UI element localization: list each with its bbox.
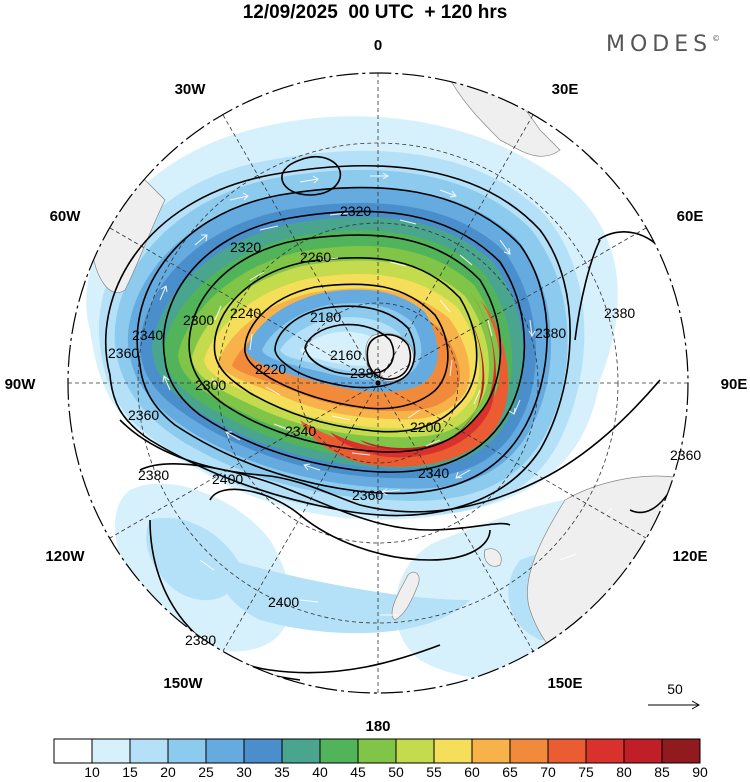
arrow-head-icon bbox=[691, 700, 701, 710]
south-pole-marker bbox=[375, 380, 381, 386]
colorbar-tick-label: 60 bbox=[464, 764, 480, 780]
lon-label-150e: 150E bbox=[547, 675, 582, 692]
lon-label-180: 180 bbox=[365, 718, 390, 735]
contour-label: 2340 bbox=[285, 423, 316, 439]
longitude-labels: 0 180 90W 90E 30W 60W 30E 60E 120W 150W … bbox=[5, 37, 748, 735]
map-boundary bbox=[67, 72, 689, 694]
colorbar-tick-label: 55 bbox=[426, 764, 442, 780]
tasmania-land bbox=[484, 548, 502, 567]
colorbar-tick-label: 90 bbox=[692, 764, 708, 780]
madagascar-land bbox=[589, 152, 619, 166]
contour-label: 2360 bbox=[352, 487, 383, 503]
lon-label-90w: 90W bbox=[5, 376, 37, 393]
colorbar-tick-label: 45 bbox=[350, 764, 366, 780]
colorbar-tick-label: 35 bbox=[274, 764, 290, 780]
colorbar-swatch bbox=[661, 738, 701, 764]
colorbar-tick-label: 20 bbox=[160, 764, 176, 780]
modes-logo: MODES© bbox=[606, 32, 720, 57]
colorbar-tick-label: 75 bbox=[578, 764, 594, 780]
colorbar-swatch bbox=[623, 738, 663, 764]
colorbar-swatch bbox=[53, 738, 93, 764]
contour-labels: 2320 2320 2260 2240 2300 2340 2360 2180 … bbox=[108, 203, 701, 648]
colorbar-swatch bbox=[91, 738, 131, 764]
lon-label-0: 0 bbox=[374, 37, 382, 54]
colorbar bbox=[53, 738, 701, 764]
lon-label-60w: 60W bbox=[50, 208, 82, 225]
polar-jet-map: 2320 2320 2260 2240 2300 2340 2360 2180 … bbox=[5, 37, 748, 735]
contour-label: 2300 bbox=[195, 377, 226, 393]
colorbar-labels: 10 15 20 25 30 35 40 45 50 55 60 65 70 75 80 85 90 bbox=[0, 764, 750, 782]
contour-label: 2200 bbox=[410, 419, 441, 435]
colorbar-tick-label: 10 bbox=[84, 764, 100, 780]
colorbar-swatch bbox=[281, 738, 321, 764]
map-title: 12/09/2025 00 UTC + 120 hrs bbox=[242, 2, 508, 23]
contour-label: 2260 bbox=[300, 249, 331, 265]
contour-label: 2380 bbox=[350, 365, 381, 381]
colorbar-swatch bbox=[471, 738, 511, 764]
contour-label: 2380 bbox=[138, 467, 169, 483]
contour-label: 2180 bbox=[310, 309, 341, 325]
lon-label-150w: 150W bbox=[163, 675, 203, 692]
colorbar-tick-label: 30 bbox=[236, 764, 252, 780]
contour-label: 2320 bbox=[230, 239, 261, 255]
lon-label-30e: 30E bbox=[552, 81, 579, 98]
contour-label: 2300 bbox=[183, 312, 214, 328]
contour-label: 2360 bbox=[128, 407, 159, 423]
contour-label: 2400 bbox=[268, 594, 299, 610]
colorbar-tick-label: 50 bbox=[388, 764, 404, 780]
new-zealand-land bbox=[391, 571, 420, 621]
wind-reference: 50 bbox=[648, 681, 701, 710]
colorbar-swatch bbox=[547, 738, 587, 764]
brand-text: MODES bbox=[606, 32, 713, 57]
colorbar-swatch bbox=[357, 738, 397, 764]
contour-label: 2380 bbox=[535, 325, 566, 341]
colorbar-tick-label: 25 bbox=[198, 764, 214, 780]
colorbar-tick-label: 40 bbox=[312, 764, 328, 780]
contour-label: 2380 bbox=[604, 305, 635, 321]
colorbar-tick-label: 80 bbox=[616, 764, 632, 780]
contour-label: 2360 bbox=[108, 345, 139, 361]
colorbar-swatch bbox=[585, 738, 625, 764]
copyright-mark: © bbox=[712, 34, 721, 43]
colorbar-tick-label: 15 bbox=[122, 764, 138, 780]
wind-reference-label: 50 bbox=[667, 681, 683, 697]
colorbar-swatch bbox=[243, 738, 283, 764]
wind-vectors bbox=[159, 172, 613, 616]
colorbar-swatch bbox=[509, 738, 549, 764]
lon-label-60e: 60E bbox=[677, 208, 704, 225]
contour-label: 2220 bbox=[255, 361, 286, 377]
colorbar-swatch bbox=[319, 738, 359, 764]
contour-label: 2240 bbox=[230, 305, 261, 321]
colorbar-tick-label: 85 bbox=[654, 764, 670, 780]
colorbar-tick-label: 70 bbox=[540, 764, 556, 780]
contour-label: 2160 bbox=[330, 347, 361, 363]
lon-label-120w: 120W bbox=[45, 548, 85, 565]
colorbar-swatch bbox=[433, 738, 473, 764]
lon-label-30w: 30W bbox=[175, 81, 207, 98]
contour-label: 2320 bbox=[340, 203, 371, 219]
contour-label: 2340 bbox=[132, 327, 163, 343]
contour-label: 2400 bbox=[212, 471, 243, 487]
colorbar-swatch bbox=[167, 738, 207, 764]
contour-label: 2380 bbox=[185, 632, 216, 648]
lon-label-120e: 120E bbox=[672, 548, 707, 565]
colorbar-swatch bbox=[395, 738, 435, 764]
contour-label: 2360 bbox=[670, 447, 701, 463]
colorbar-swatch bbox=[205, 738, 245, 764]
contour-label: 2340 bbox=[418, 465, 449, 481]
lon-label-90e: 90E bbox=[721, 376, 748, 393]
colorbar-tick-label: 65 bbox=[502, 764, 518, 780]
colorbar-swatch bbox=[129, 738, 169, 764]
